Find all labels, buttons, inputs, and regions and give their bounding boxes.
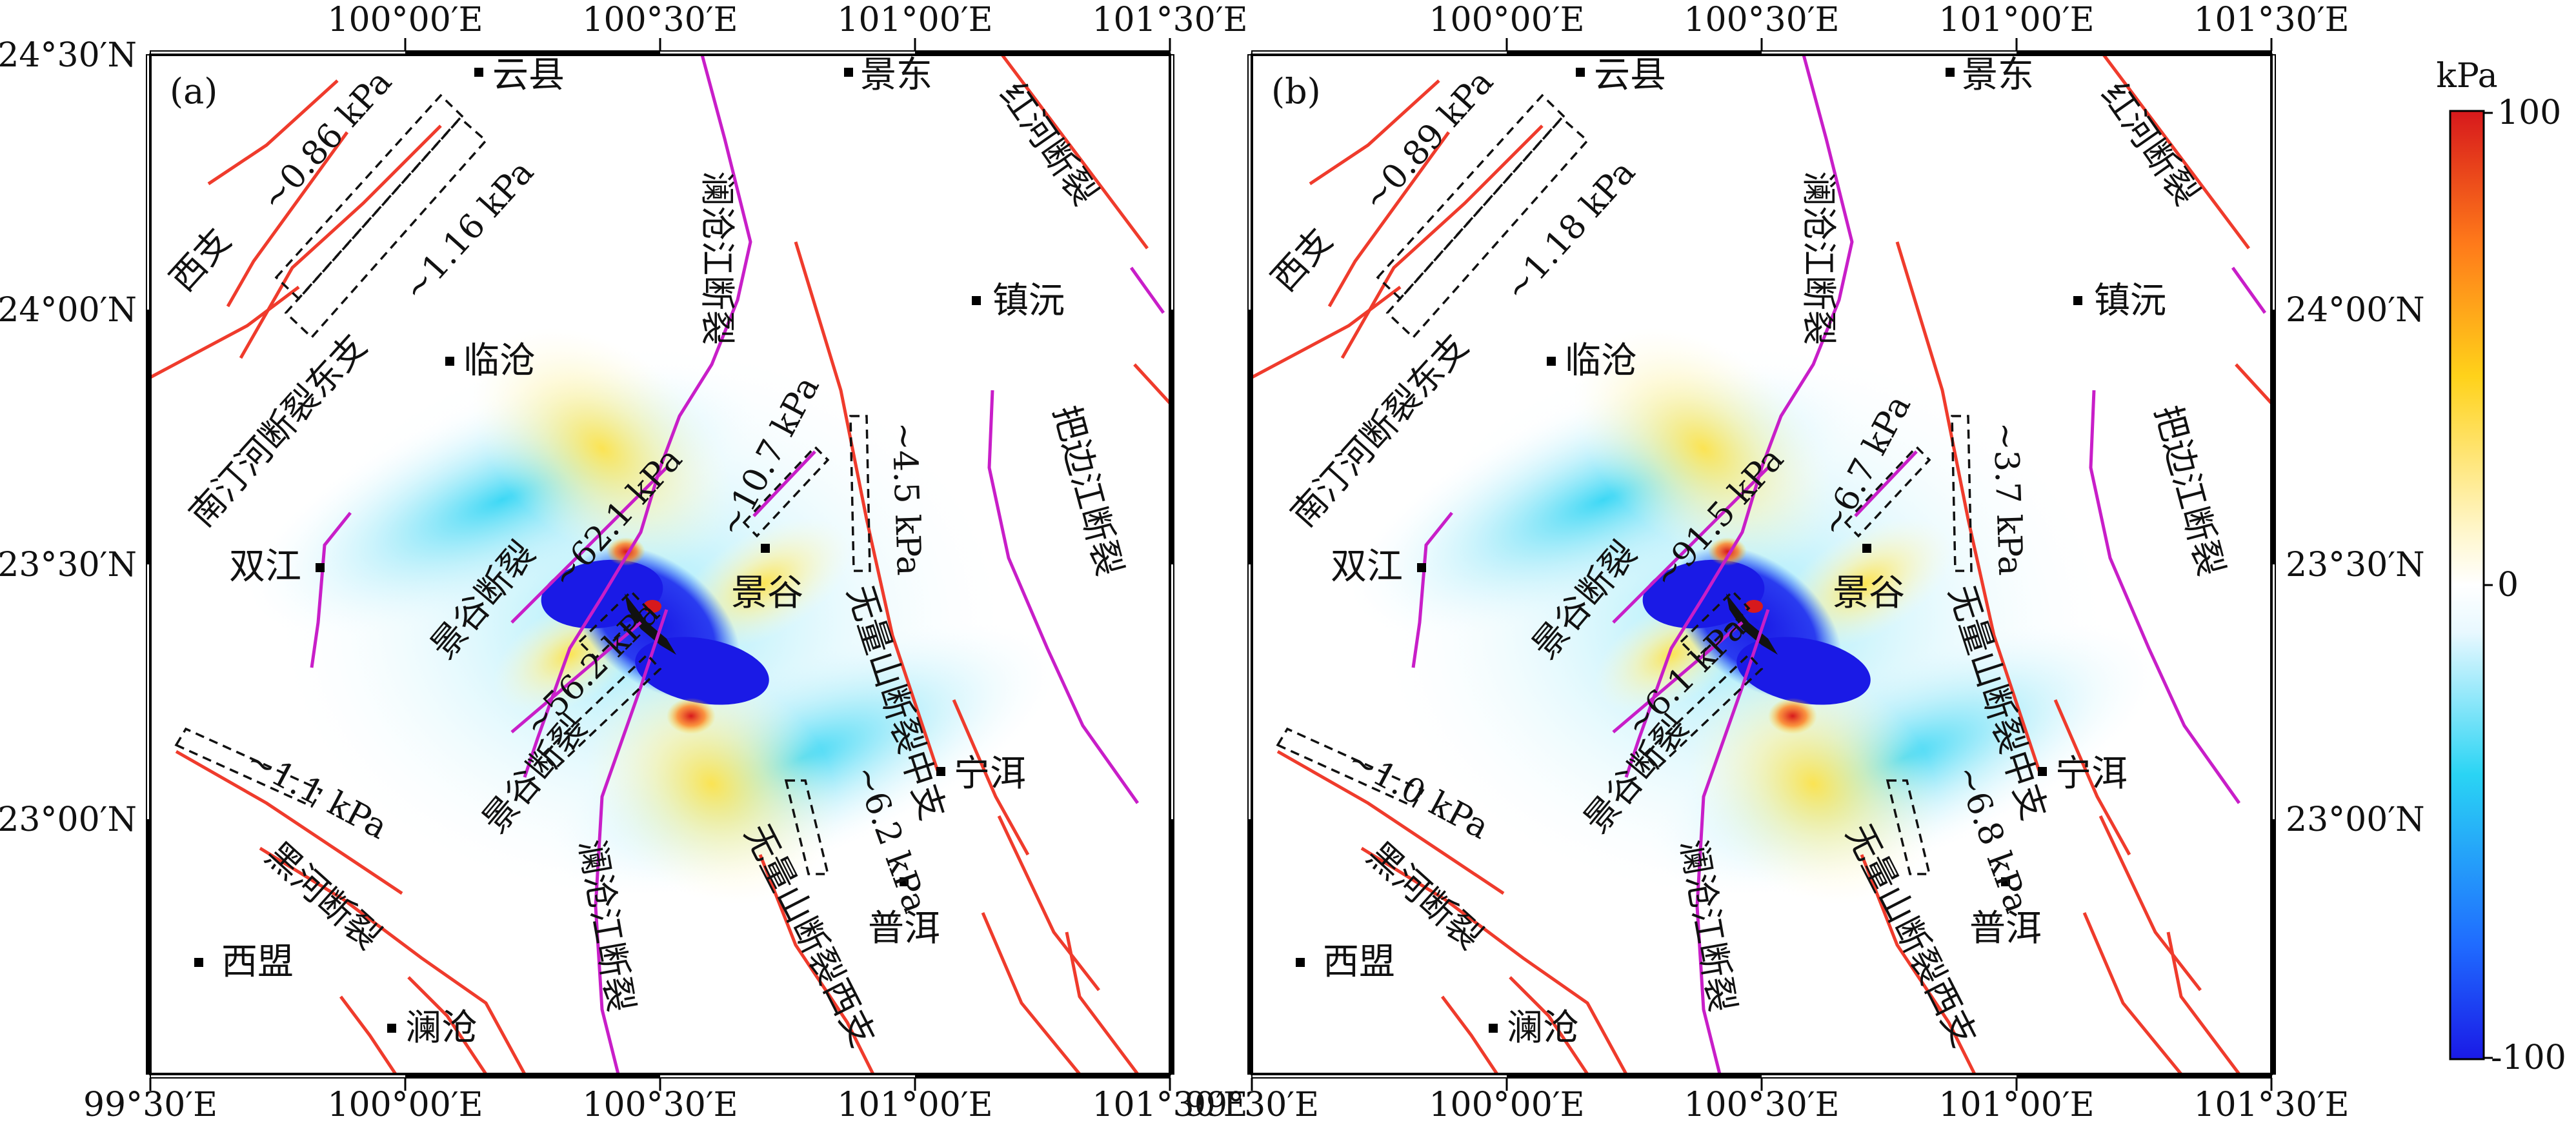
town-shuangjiang: 双江 — [1331, 546, 1403, 588]
town-puer: 普洱 — [868, 908, 940, 950]
town-ninger: 宁洱 — [954, 753, 1026, 795]
b-bottom-tick-4: 101°00′E — [1938, 1086, 2094, 1124]
value-wuliang-middle: ~3.7 kPa — [1986, 421, 2029, 576]
town-lancang: 澜沧 — [405, 1007, 478, 1049]
b-lat-tick-2: 24°00′N — [2286, 291, 2425, 330]
a-bottom-tick-4: 101°00′E — [837, 1086, 992, 1124]
colorbar-scale — [2449, 110, 2485, 1060]
town-yunxian: 云县 — [492, 54, 565, 96]
colorbar-min: -100 — [2491, 1039, 2566, 1077]
town-puer: 普洱 — [1969, 908, 2042, 950]
colorbar-mid: 0 — [2497, 566, 2519, 604]
town-lincang: 临沧 — [1565, 340, 1637, 382]
a-top-tick-1: 100°00′E — [327, 1, 483, 39]
b-bottom-tick-3: 100°30′E — [1684, 1086, 1839, 1124]
a-lat-tick-1: 24°30′N — [0, 36, 137, 75]
town-jingdong: 景东 — [860, 54, 932, 96]
a-lat-tick-4: 23°00′N — [0, 801, 137, 839]
town-jingdong: 景东 — [1962, 54, 2034, 96]
town-jinggu: 景谷 — [1833, 572, 1905, 614]
panel-b: (b) 云县 景东 镇沅 临沧 双江 景谷 宁洱 普洱 西盟 澜沧 西支 南汀河… — [1247, 37, 2277, 1092]
a-top-tick-4: 101°30′E — [1092, 1, 1247, 39]
a-lat-tick-2: 24°00′N — [0, 291, 137, 330]
town-ximeng: 西盟 — [1323, 941, 1395, 983]
panel-a: (a) 云县 景东 镇沅 临沧 双江 景谷 宁洱 普洱 西盟 澜沧 西支 南汀河… — [145, 37, 1175, 1092]
b-top-tick-2: 100°30′E — [1684, 1, 1839, 39]
panel-b-axes: 100°00′E 100°30′E 101°00′E 101°30′E 99°3… — [1185, 1, 2425, 1124]
colorbar-unit: kPa — [2436, 57, 2497, 95]
town-lincang: 临沧 — [463, 340, 536, 382]
b-lat-tick-4: 23°00′N — [2286, 801, 2425, 839]
b-bottom-tick-5: 101°30′E — [2193, 1086, 2349, 1124]
b-top-tick-1: 100°00′E — [1429, 1, 1584, 39]
a-top-tick-3: 101°00′E — [837, 1, 992, 39]
fault-label-lancang-north: 澜沧江断裂 — [1798, 171, 1839, 345]
panel-a-axes: 100°00′E 100°30′E 101°00′E 101°30′E 99°3… — [0, 1, 1248, 1124]
a-lat-tick-3: 23°30′N — [0, 546, 137, 584]
a-top-tick-2: 100°30′E — [582, 1, 738, 39]
town-ninger: 宁洱 — [2055, 753, 2128, 795]
a-bottom-tick-1: 99°30′E — [83, 1086, 217, 1124]
town-ximeng: 西盟 — [221, 941, 294, 983]
town-zhenyuan: 镇沅 — [2094, 280, 2166, 322]
b-top-tick-3: 101°00′E — [1938, 1, 2094, 39]
town-zhenyuan: 镇沅 — [992, 280, 1065, 322]
value-wuliang-middle: ~4.5 kPa — [884, 421, 928, 576]
colorbar: kPa 100 0 -100 — [2436, 57, 2566, 1077]
b-bottom-tick-1: 99°30′E — [1185, 1086, 1319, 1124]
town-shuangjiang: 双江 — [229, 546, 301, 588]
panel-a-label: (a) — [170, 71, 217, 112]
b-top-tick-4: 101°30′E — [2193, 1, 2349, 39]
town-jinggu: 景谷 — [731, 572, 803, 614]
panel-b-label: (b) — [1271, 71, 1321, 112]
colorbar-max: 100 — [2497, 94, 2561, 132]
town-lancang: 澜沧 — [1507, 1007, 1579, 1049]
panel-a-towns: 云县 景东 镇沅 临沧 双江 景谷 宁洱 普洱 西盟 澜沧 — [221, 54, 1065, 1049]
town-yunxian: 云县 — [1594, 54, 1666, 96]
a-bottom-tick-2: 100°00′E — [327, 1086, 483, 1124]
a-bottom-tick-5: 101°30′E — [1092, 1086, 1247, 1124]
fault-label-lancang-north: 澜沧江断裂 — [697, 171, 738, 345]
b-bottom-tick-2: 100°00′E — [1429, 1086, 1584, 1124]
panel-b-towns: 云县 景东 镇沅 临沧 双江 景谷 宁洱 普洱 西盟 澜沧 — [1323, 54, 2166, 1049]
b-lat-tick-3: 23°30′N — [2286, 546, 2425, 584]
a-bottom-tick-3: 100°30′E — [582, 1086, 738, 1124]
